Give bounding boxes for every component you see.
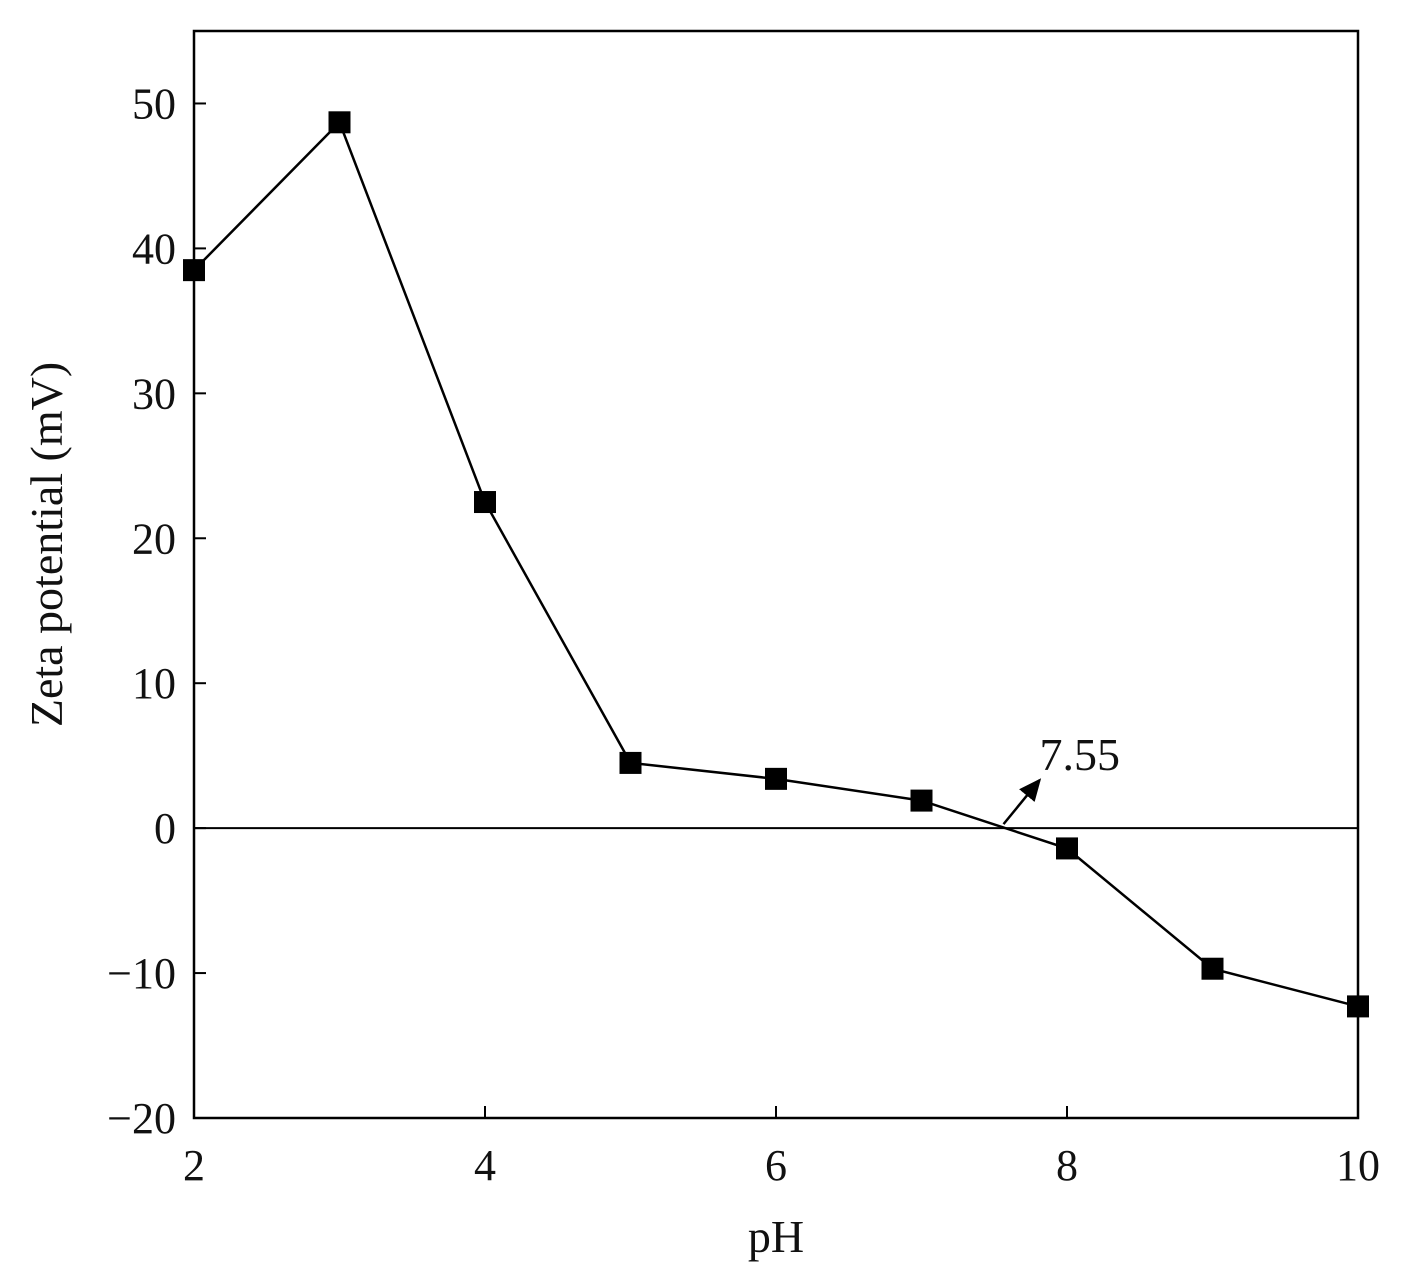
x-tick-label-10: 10 — [1336, 1141, 1380, 1190]
x-tick-label-8: 8 — [1056, 1141, 1078, 1190]
y-tick-label-30: 30 — [132, 369, 176, 418]
data-point-ph-3 — [328, 111, 351, 134]
y-tick-label-0: 0 — [154, 804, 176, 853]
y-tick-label-50: 50 — [132, 79, 176, 128]
axes — [192, 29, 1360, 1120]
y-tick-label-10: 10 — [132, 659, 176, 708]
y-axis-label: Zeta potential (mV) — [21, 362, 72, 727]
data-point-ph-5 — [619, 751, 642, 774]
x-tick-label-4: 4 — [474, 1141, 496, 1190]
y-tick-label-20: 20 — [132, 514, 176, 563]
x-tick-label-6: 6 — [765, 1141, 787, 1190]
data-point-ph-9 — [1201, 957, 1224, 980]
series-line — [193, 120, 1359, 1008]
labels: 2 4 6 8 10 −20 −10 0 10 20 30 40 50 pH Zeta potential … — [21, 79, 1380, 1262]
plot-frame — [192, 29, 1360, 1120]
y-tick-label--20: −20 — [107, 1094, 176, 1143]
data-point-ph-7 — [910, 789, 933, 812]
x-tick-label-2: 2 — [183, 1141, 205, 1190]
annotation-arrow — [1002, 778, 1042, 825]
data-point-ph-8 — [1056, 837, 1078, 860]
y-tick-label-40: 40 — [132, 224, 176, 273]
data-point-ph-4 — [474, 491, 496, 514]
annotation-label: 7.55 — [1040, 729, 1121, 780]
data-series — [183, 111, 1369, 1018]
y-tick-label--10: −10 — [107, 949, 176, 998]
data-point-ph-6 — [765, 767, 787, 790]
x-axis-label: pH — [748, 1211, 804, 1262]
